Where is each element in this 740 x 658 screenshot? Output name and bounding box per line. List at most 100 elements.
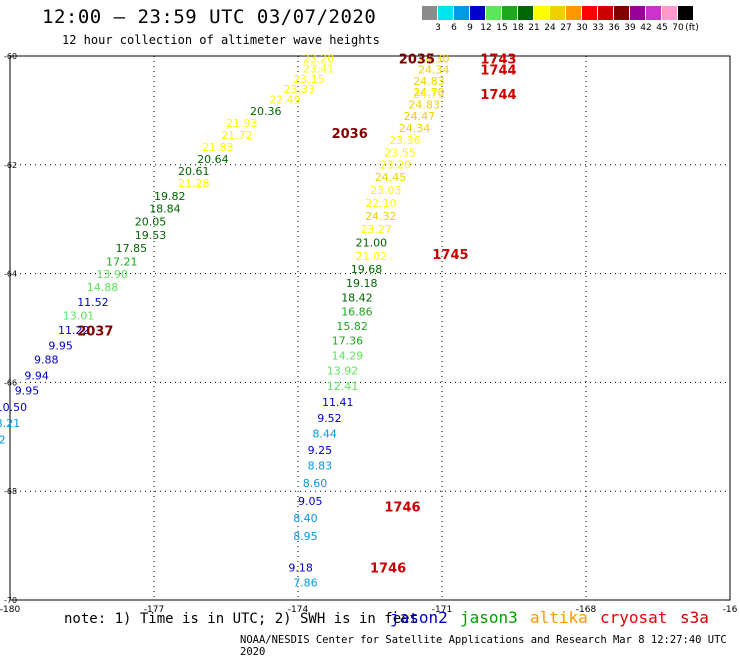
- scale-swatch: [502, 6, 518, 20]
- lon-tick-label: -171: [432, 605, 452, 615]
- lon-tick-label: -16: [723, 605, 738, 615]
- lat-tick-label: -68: [4, 487, 17, 496]
- scale-label: 27: [560, 23, 572, 33]
- legend-jason3: jason3: [460, 608, 518, 627]
- scale-swatch: [662, 6, 678, 20]
- wave-height-point: 21.00: [356, 237, 388, 250]
- scale-label: 12: [480, 23, 492, 33]
- wave-height-point: 8.44: [312, 428, 337, 441]
- axis-labels: -180 -177 -174 -171 -168 -16 -60 -62 -64 -66 -68 -7…: [0, 52, 738, 615]
- scale-label: 9: [467, 23, 473, 33]
- wave-height-point: 19.18: [346, 277, 378, 290]
- wave-height-point: 8.83: [308, 460, 333, 473]
- lat-tick-label: -66: [4, 378, 17, 387]
- scale-label: 33: [592, 23, 604, 33]
- pass-time-label: 2037: [77, 325, 113, 340]
- scale-label: 36: [608, 23, 620, 33]
- scale-swatch: [518, 6, 534, 20]
- pass-time-label: 1744: [480, 64, 516, 79]
- legend-s3a: s3a: [680, 608, 709, 627]
- wave-height-point: 24.83: [413, 75, 445, 88]
- lon-tick-label: -168: [576, 605, 597, 615]
- grid-lines: [10, 56, 730, 600]
- pass-time-label: 1745: [432, 248, 468, 263]
- scale-label: 24: [544, 23, 556, 33]
- wave-height-point: 23.03: [370, 184, 402, 197]
- scale-swatch: [454, 6, 470, 20]
- wave-height-point: 24.83: [408, 98, 440, 111]
- wave-height-point: 9.95: [15, 385, 40, 398]
- pass-time-label: 1746: [370, 561, 406, 576]
- pass-time-label: 1744: [480, 88, 516, 103]
- scale-swatch: [582, 6, 598, 20]
- wave-height-point: 21.72: [221, 129, 253, 142]
- wave-height-point: 21.93: [226, 117, 258, 130]
- wave-height-point: 11.52: [77, 296, 109, 309]
- wave-height-point: 20.05: [135, 215, 167, 228]
- scale-label: 45: [656, 23, 668, 33]
- wave-height-point: 8.60: [303, 477, 328, 490]
- wave-height-point: 20.36: [250, 105, 282, 118]
- scale-swatch: [598, 6, 614, 20]
- plot-frame: [9, 55, 731, 601]
- scale-label: 18: [512, 23, 524, 33]
- wave-height-point: 21.83: [202, 141, 234, 154]
- scale-label: 30: [576, 23, 588, 33]
- scale-swatch: [614, 6, 630, 20]
- scale-swatch: [646, 6, 662, 20]
- wave-height-point: 24.47: [404, 110, 436, 123]
- wave-height-point: 24.32: [365, 210, 397, 223]
- lat-tick-label: -64: [4, 270, 17, 279]
- wave-height-point: 20.61: [178, 165, 210, 178]
- page-subtitle: 12 hour collection of altimeter wave hei…: [62, 33, 380, 47]
- data-points: 23.2023.4123.1523.3322.4920.3621.9321.72…: [0, 53, 450, 590]
- wave-height-point: 11.22: [58, 324, 90, 337]
- credit-line: NOAA/NESDIS Center for Satellite Applica…: [240, 634, 727, 658]
- scale-label: 21: [528, 23, 540, 33]
- wave-height-point: 9.05: [298, 495, 323, 508]
- wave-height-point: 24.71: [413, 88, 445, 101]
- scale-swatch: [438, 6, 454, 20]
- wave-height-point: 20.64: [197, 153, 229, 166]
- scale-swatch: [422, 6, 438, 20]
- wave-height-point: 23.41: [303, 63, 335, 76]
- wave-height-point: 23.27: [360, 223, 392, 236]
- wave-height-point: 24.30: [418, 53, 450, 66]
- wave-height-point: 23.55: [384, 146, 416, 159]
- wave-height-point: 9.52: [317, 412, 342, 425]
- wave-height-point: 21.28: [178, 177, 210, 190]
- wave-height-point: 24.70: [413, 86, 445, 99]
- scale-label: 15: [496, 23, 508, 33]
- wave-height-point: 19.68: [351, 263, 383, 276]
- scale-swatch: [678, 6, 694, 20]
- scale-swatch: [566, 6, 582, 20]
- wave-height-point: 7.86: [293, 577, 318, 590]
- pass-time-label: 2035: [399, 53, 435, 68]
- wave-height-point: 23.36: [389, 134, 421, 147]
- scale-swatch: [630, 6, 646, 20]
- wave-height-point: 8.95: [293, 530, 318, 543]
- legend-altika: altika: [530, 608, 588, 627]
- wave-height-point: 23.33: [284, 83, 316, 96]
- page-title: 12:00 – 23:59 UTC 03/07/2020: [42, 6, 377, 28]
- wave-height-point: 22.49: [269, 94, 301, 107]
- scale-unit: (ft): [685, 23, 699, 33]
- wave-height-point: 9.88: [34, 354, 59, 367]
- wave-height-point: 17.21: [106, 256, 138, 269]
- scale-label: 3: [435, 23, 441, 33]
- lat-tick-label: -62: [4, 161, 17, 170]
- wave-height-point: 23.20: [380, 158, 412, 171]
- wave-height-point: 10.50: [0, 401, 27, 414]
- lon-tick-label: -180: [0, 605, 20, 615]
- wave-height-point: 13.01: [63, 309, 95, 322]
- scale-swatch: [470, 6, 486, 20]
- wave-height-point: 14.29: [332, 350, 364, 363]
- wave-height-point: 9.95: [48, 339, 73, 352]
- scale-swatch: [486, 6, 502, 20]
- scale-label: 39: [624, 23, 636, 33]
- wave-height-point: 8.21: [0, 417, 20, 430]
- wave-height-point: 19.82: [154, 190, 186, 203]
- pass-time-label: 1743: [480, 53, 516, 68]
